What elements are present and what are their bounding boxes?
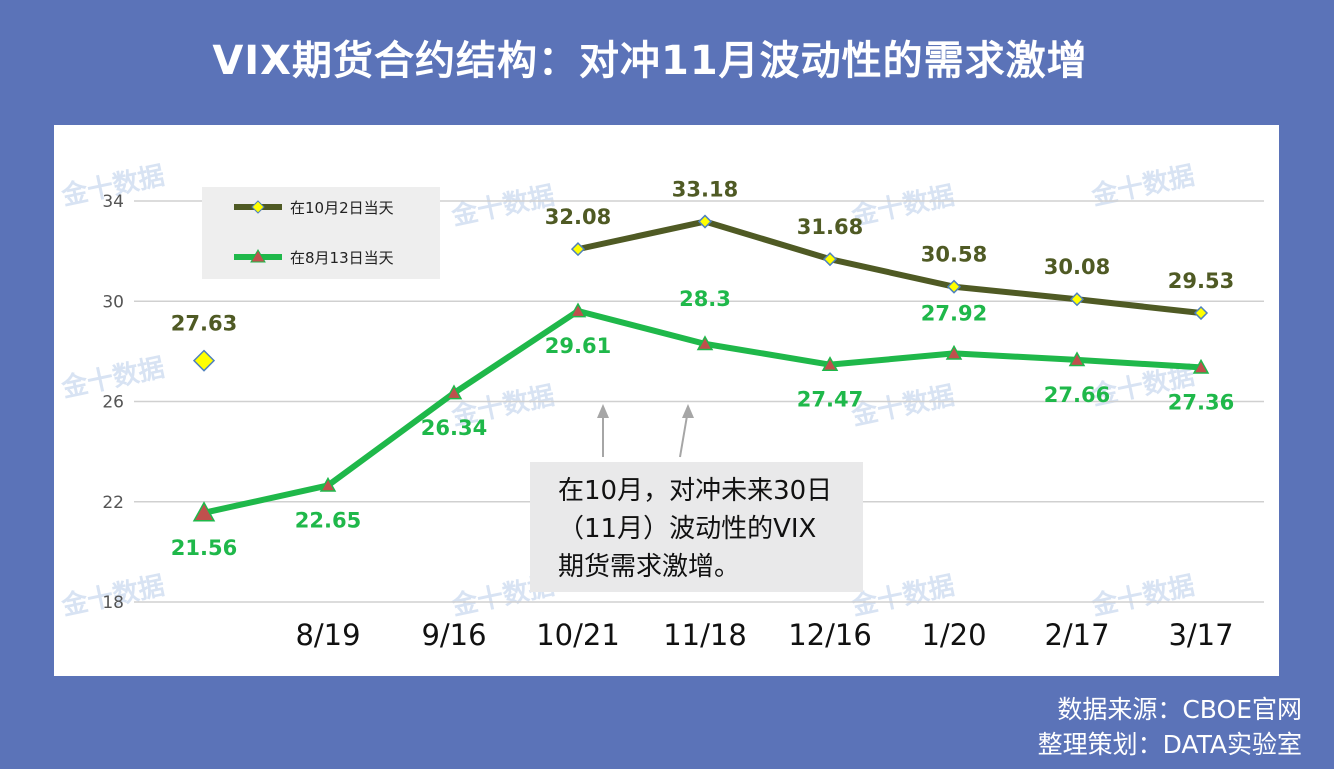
watermark-text: 金十数据 <box>848 180 957 232</box>
data-label: 30.08 <box>1044 255 1110 279</box>
data-point-triangle <box>821 356 839 372</box>
annotation-line-1: 在10月，对冲未来30日 <box>558 476 833 506</box>
watermark-text: 金十数据 <box>1088 160 1197 212</box>
y-tick-label: 34 <box>102 192 124 212</box>
data-point-triangle <box>192 501 216 522</box>
footer-editor: 整理策划：DATA实验室 <box>1037 730 1302 759</box>
data-label: 21.56 <box>171 536 237 560</box>
data-point-triangle <box>1192 358 1210 374</box>
x-tick-label: 9/16 <box>421 618 486 652</box>
series-line <box>575 218 1204 317</box>
x-tick-label: 1/20 <box>921 618 986 652</box>
watermark-text: 金十数据 <box>448 180 557 232</box>
data-label: 27.92 <box>921 301 987 325</box>
page-title: VIX期货合约结构：对冲11月波动性的需求激增 <box>212 38 1088 84</box>
data-point-diamond <box>946 279 962 294</box>
x-tick-label: 8/19 <box>295 618 360 652</box>
data-point-triangle <box>569 302 587 318</box>
x-tick-label: 10/21 <box>536 618 620 652</box>
legend-marker-triangle <box>250 249 266 263</box>
data-label: 27.36 <box>1168 390 1234 414</box>
data-label: 28.3 <box>679 287 731 311</box>
y-tick-label: 18 <box>102 593 124 613</box>
x-tick-label: 12/16 <box>788 618 872 652</box>
legend-label: 在8月13日当天 <box>290 249 394 267</box>
watermark-text: 金十数据 <box>848 380 957 432</box>
data-label: 27.63 <box>171 312 237 336</box>
data-label: 32.08 <box>545 205 611 229</box>
data-point-diamond <box>1069 292 1085 307</box>
data-label: 31.68 <box>797 215 863 239</box>
data-point-diamond <box>697 214 713 229</box>
y-tick-label: 30 <box>102 292 124 312</box>
data-label: 29.61 <box>545 334 611 358</box>
y-tick-label: 26 <box>102 393 124 413</box>
chart-panel: 金十数据 金十数据 金十数据 金十数据 金十数据 金十数据 金十数据 金十数据 金十数据 金十数据… <box>54 125 1279 676</box>
annotation-arrow-head <box>597 404 609 418</box>
data-label: 29.53 <box>1168 269 1234 293</box>
data-label: 22.65 <box>295 508 361 532</box>
data-point-diamond <box>1193 305 1209 321</box>
x-tick-label: 2/17 <box>1044 618 1109 652</box>
line-chart: 金十数据金十数据金十数据金十数据金十数据金十数据金十数据金十数据金十数据金十数据… <box>58 160 1264 652</box>
watermark-text: 金十数据 <box>1088 570 1197 622</box>
x-tick-label: 11/18 <box>663 618 747 652</box>
x-tick-label: 3/17 <box>1168 618 1233 652</box>
legend-box <box>202 187 440 279</box>
data-label: 27.66 <box>1044 383 1110 407</box>
data-point-diamond <box>570 242 586 257</box>
data-point-triangle <box>319 476 337 492</box>
annotation-arrow-head <box>682 404 694 418</box>
data-label: 27.47 <box>797 388 863 412</box>
data-point-diamond <box>822 252 838 267</box>
legend-marker-diamond <box>251 200 265 214</box>
data-point-diamond <box>192 349 216 372</box>
annotation-line-2: （11月）波动性的VIX <box>558 514 817 544</box>
data-point-triangle <box>945 344 963 360</box>
data-label: 33.18 <box>672 178 738 202</box>
footer-source: 数据来源：CBOE官网 <box>1057 695 1302 724</box>
data-point-triangle <box>696 335 714 351</box>
y-tick-label: 22 <box>102 493 124 513</box>
data-point-triangle <box>445 384 463 400</box>
watermark-text: 金十数据 <box>848 570 957 622</box>
data-label: 26.34 <box>421 416 487 440</box>
annotation-box: 在10月，对冲未来30日 （11月）波动性的VIX 期货需求激增。 <box>530 462 863 592</box>
annotation-line-3: 期货需求激增。 <box>558 552 741 582</box>
data-point-triangle <box>1068 351 1086 367</box>
legend-label: 在10月2日当天 <box>290 199 394 217</box>
data-label: 30.58 <box>921 243 987 267</box>
